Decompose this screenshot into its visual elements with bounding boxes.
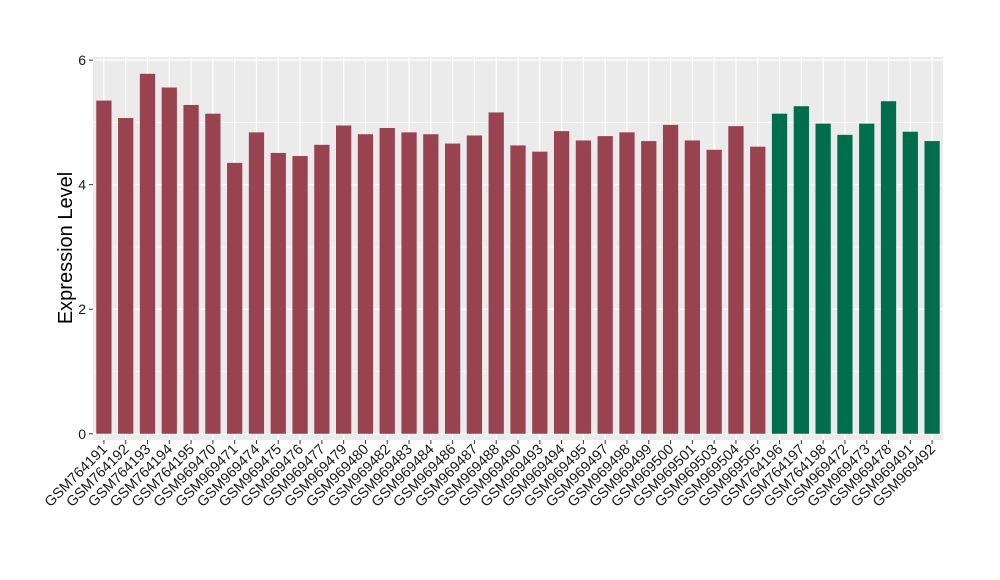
bars [96,73,940,434]
bar [139,73,156,434]
bar [227,162,243,434]
bar [488,112,504,434]
bar [161,87,177,434]
bar [859,123,875,434]
bar [510,145,526,434]
bar [662,124,679,434]
bar [597,136,613,434]
bar [924,141,940,434]
bar [575,140,592,434]
bar [793,106,809,434]
bar [314,144,330,434]
bar [205,113,221,434]
bar [684,140,700,434]
bar [750,146,766,434]
bar [706,149,722,434]
bar [248,132,265,434]
bar [902,131,918,434]
bar [357,134,374,434]
x-axis: GSM764191GSM764192GSM764193GSM764194GSM7… [42,440,939,510]
y-tick-label: 0 [78,426,86,442]
bar [880,101,897,434]
y-tick-label: 2 [78,301,86,317]
bar [336,125,352,434]
bar [815,123,831,434]
bar [532,151,548,434]
bar [553,131,570,434]
bar [292,156,308,434]
bar [183,104,199,434]
bar [270,152,286,434]
y-tick-label: 6 [78,52,86,68]
bar [771,113,788,434]
y-axis-title: Expression Level [55,172,77,324]
y-tick-label: 4 [78,177,86,193]
bar [466,135,483,434]
bar [118,118,134,434]
bar [619,132,635,434]
y-axis: 0 2 4 6 [78,52,93,442]
bar [96,100,112,434]
bar [837,134,853,434]
bar [423,134,439,434]
bar [641,141,657,434]
bar [379,128,395,434]
bar [401,132,417,434]
bar [444,143,461,434]
bar [728,126,744,434]
